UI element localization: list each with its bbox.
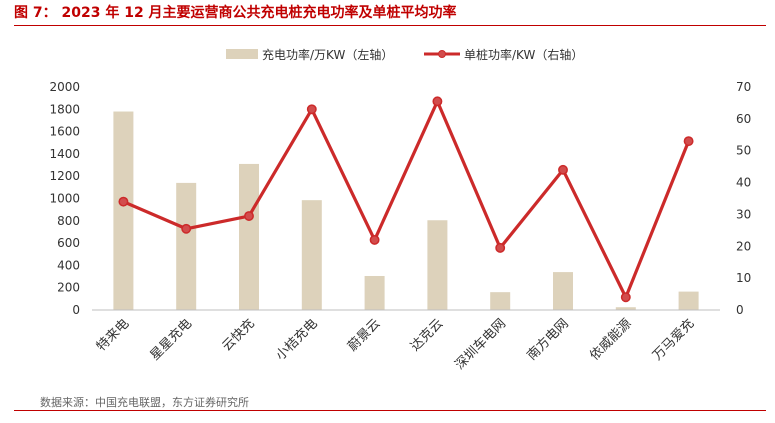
legend-line-marker xyxy=(438,50,446,58)
left-axis-tick: 1800 xyxy=(49,102,80,116)
bar-series xyxy=(113,111,699,310)
right-axis-tick: 70 xyxy=(736,80,751,94)
bar-7 xyxy=(490,292,511,310)
left-axis-tick: 1400 xyxy=(49,147,80,161)
x-axis-label: 云快充 xyxy=(219,316,258,355)
line-point-9 xyxy=(620,292,631,303)
line-path xyxy=(122,99,691,299)
title-divider xyxy=(14,25,766,26)
left-axis-tick: 800 xyxy=(57,214,80,228)
line-point-5 xyxy=(369,234,380,245)
line-point-6 xyxy=(432,96,443,107)
bar-9 xyxy=(615,307,636,310)
x-axis-label: 万马爱充 xyxy=(649,316,697,364)
line-point-4 xyxy=(306,104,317,115)
bar-6 xyxy=(427,220,448,310)
bar-10 xyxy=(678,291,699,310)
left-axis-tick: 0 xyxy=(72,303,80,317)
footer-divider xyxy=(14,410,766,411)
line-point-8 xyxy=(558,164,568,175)
bar-3 xyxy=(239,163,259,310)
right-axis-tick: 40 xyxy=(736,176,751,190)
bar-1 xyxy=(113,111,134,310)
x-axis-label: 南方电网 xyxy=(524,316,572,364)
right-axis-tick: 20 xyxy=(736,239,751,253)
right-axis-tick: 60 xyxy=(736,112,751,126)
left-axis-tick: 1600 xyxy=(49,125,80,139)
x-axis-label: 达克云 xyxy=(408,316,446,354)
right-axis-tick: 0 xyxy=(736,303,744,317)
left-axis-tick: 2000 xyxy=(49,80,80,94)
left-axis-tick: 600 xyxy=(57,236,80,250)
x-axis-labels: 特来电 星星充电 云快充 小桔充电 蔚景云 达克云 深圳车电网 南方电网 依威能源 万马爱充 xyxy=(94,316,697,373)
line-point-7 xyxy=(495,242,506,253)
left-axis-tick: 200 xyxy=(57,281,80,295)
legend-bar-label: 充电功率/万KW（左轴） xyxy=(262,47,393,62)
x-axis-label: 依威能源 xyxy=(587,316,634,363)
left-axis-tick: 1200 xyxy=(49,169,80,183)
line-point-1 xyxy=(118,196,129,207)
source-note: 数据来源：中国充电联盟，东方证券研究所 xyxy=(40,396,249,409)
x-axis-label: 星星充电 xyxy=(147,316,195,364)
line-point-2 xyxy=(181,223,192,234)
legend: 充电功率/万KW（左轴） 单桩功率/KW（右轴） xyxy=(226,47,583,62)
figure-title: 图 7： 2023 年 12 月主要运营商公共充电桩充电功率及单桩平均功率 xyxy=(14,5,457,21)
bar-4 xyxy=(301,200,322,310)
x-axis-label: 蔚景云 xyxy=(345,316,383,354)
line-point-10 xyxy=(683,136,694,147)
bar-8 xyxy=(553,272,573,310)
line-series xyxy=(118,96,694,303)
left-axis: 0 200 400 600 800 1000 1200 1400 1600 1800 2000 xyxy=(49,80,80,317)
x-axis-label: 深圳车电网 xyxy=(452,316,509,373)
legend-line-label: 单桩功率/KW（右轴） xyxy=(464,47,583,62)
right-axis-tick: 10 xyxy=(736,271,751,285)
left-axis-tick: 1000 xyxy=(49,192,80,206)
legend-bar-swatch xyxy=(226,49,258,59)
left-axis-tick: 400 xyxy=(57,258,80,272)
line-point-3 xyxy=(244,211,254,221)
right-axis: 0 10 20 30 40 50 60 70 xyxy=(736,80,751,317)
right-axis-tick: 30 xyxy=(736,207,751,221)
bar-2 xyxy=(176,182,197,310)
right-axis-tick: 50 xyxy=(736,144,751,158)
x-axis-label: 小桔充电 xyxy=(273,316,321,364)
x-axis-label: 特来电 xyxy=(94,316,132,354)
bar-5 xyxy=(364,275,385,310)
